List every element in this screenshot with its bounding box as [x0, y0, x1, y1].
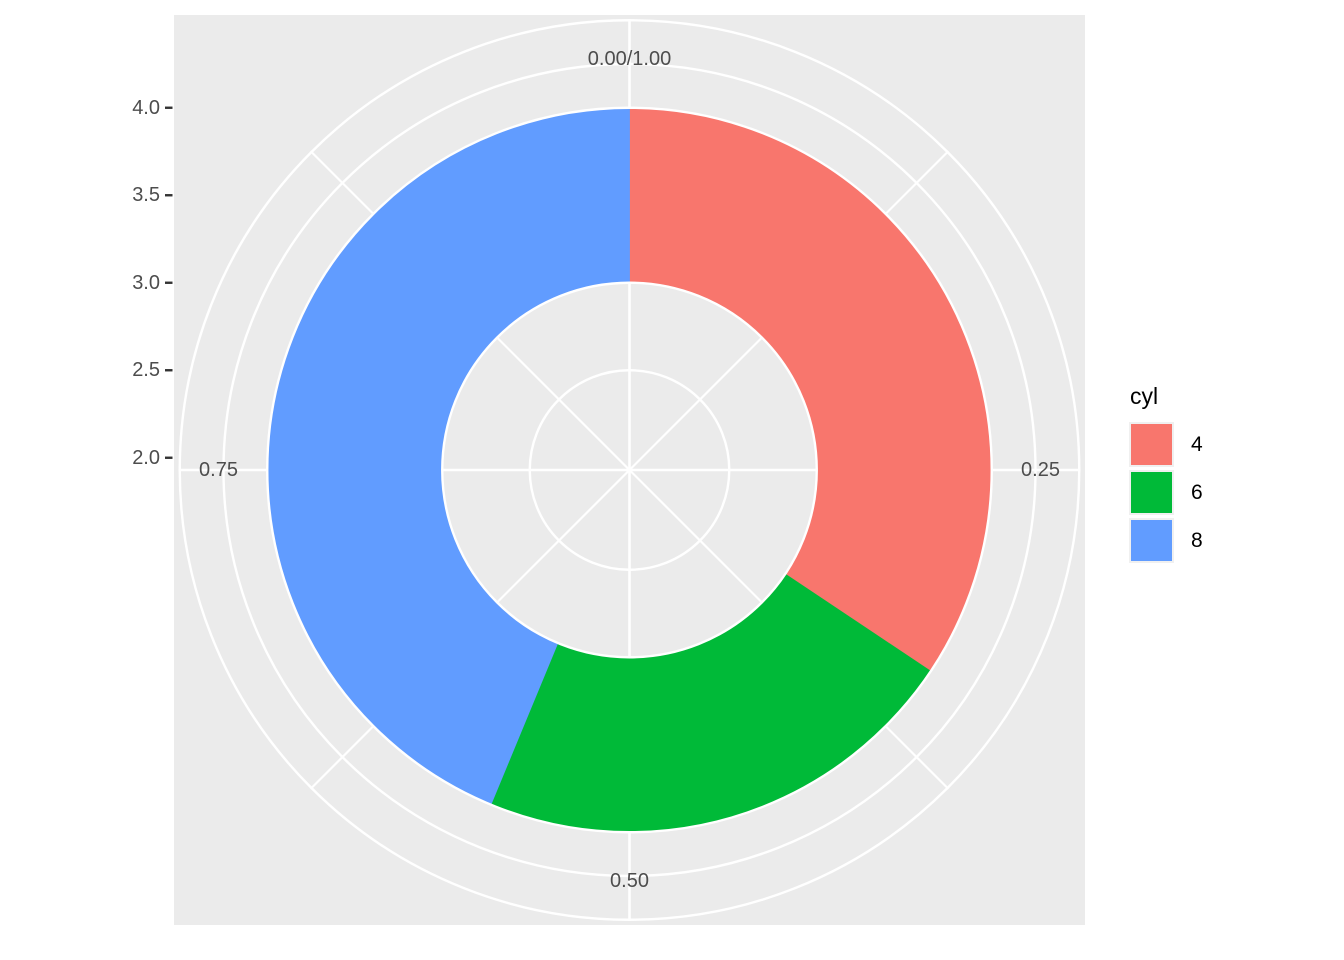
grid-circle — [441, 281, 818, 659]
r-axis-tick-label: 3.0 — [132, 271, 160, 294]
legend-item-4: 4 — [1129, 422, 1203, 467]
legend-key-color — [1131, 472, 1172, 513]
theta-axis-tick-label: 0.00/1.00 — [587, 48, 672, 70]
r-axis-tick-label: 3.5 — [132, 184, 160, 207]
legend-key-color — [1131, 520, 1172, 561]
theta-axis-tick-label: 0.75 — [199, 459, 238, 481]
theta-axis-tick-label: 0.25 — [1021, 459, 1060, 481]
r-axis-tick-label: 2.0 — [132, 446, 160, 469]
grid-circle — [528, 369, 731, 571]
legend-label: 4 — [1191, 432, 1203, 456]
legend: cyl 4 6 8 — [1129, 382, 1203, 566]
legend-item-8: 8 — [1129, 518, 1203, 563]
legend-items: 4 6 8 — [1129, 422, 1203, 563]
theta-axis-tick-label: 0.50 — [610, 870, 649, 892]
grid-circle — [266, 106, 993, 834]
grid-circle — [222, 62, 1037, 878]
legend-key-color — [1131, 424, 1172, 465]
legend-title: cyl — [1130, 383, 1159, 409]
legend-label: 6 — [1191, 480, 1203, 504]
legend-key-swatch — [1129, 470, 1174, 515]
legend-key-swatch — [1129, 422, 1174, 467]
legend-item-6: 6 — [1129, 470, 1203, 515]
r-axis-tick-label: 4.0 — [132, 96, 160, 119]
legend-label: 8 — [1191, 528, 1203, 552]
r-axis-tick-label: 2.5 — [132, 359, 160, 382]
legend-key-swatch — [1129, 518, 1174, 563]
grid-circle — [178, 19, 1081, 921]
